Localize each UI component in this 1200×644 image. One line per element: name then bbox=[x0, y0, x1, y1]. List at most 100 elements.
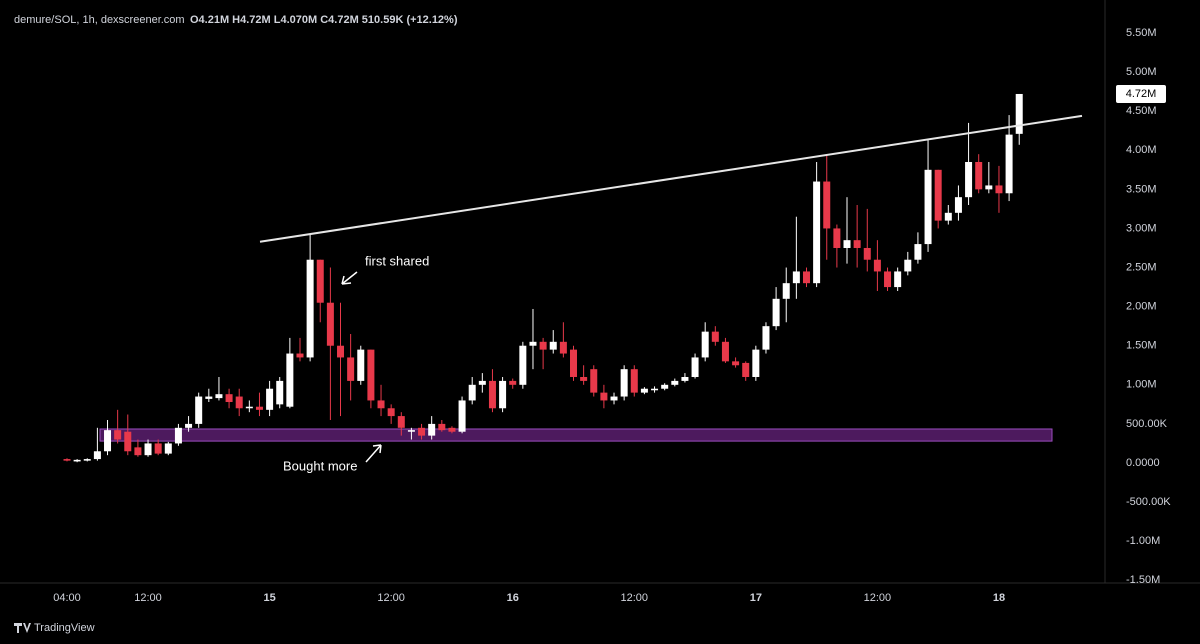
candle-body bbox=[63, 459, 71, 461]
candle-body bbox=[671, 380, 679, 385]
x-tick-label: 18 bbox=[993, 592, 1005, 604]
candle-body bbox=[904, 259, 912, 272]
x-tick-label: 15 bbox=[263, 592, 275, 604]
candle-body bbox=[570, 349, 577, 377]
candle-body bbox=[326, 302, 334, 346]
candle-body bbox=[620, 369, 628, 397]
candle-body bbox=[235, 396, 243, 409]
candle-body bbox=[478, 380, 486, 385]
candle-body bbox=[559, 341, 567, 354]
candle-body bbox=[144, 443, 152, 456]
candle-body bbox=[600, 392, 608, 401]
candle-body bbox=[418, 427, 426, 436]
candle-body bbox=[245, 406, 253, 409]
candle-body bbox=[1015, 93, 1023, 134]
candle-body bbox=[813, 181, 821, 284]
x-tick-label: 12:00 bbox=[621, 592, 649, 604]
x-tick-label: 16 bbox=[507, 592, 519, 604]
support-zone bbox=[99, 428, 1053, 442]
candle-body bbox=[104, 430, 112, 452]
candle-body bbox=[590, 369, 598, 393]
candle-body bbox=[114, 430, 122, 440]
candle-body bbox=[347, 357, 355, 381]
candle-body bbox=[630, 369, 638, 393]
candle-body bbox=[1005, 134, 1013, 194]
brand: TradingView bbox=[34, 622, 95, 634]
ohlc-header: O4.21M H4.72M L4.070M C4.72M 510.59K (+1… bbox=[190, 14, 458, 26]
candle-body bbox=[134, 447, 142, 456]
candle-body bbox=[721, 341, 729, 362]
candle-body bbox=[154, 443, 162, 454]
candle-body bbox=[93, 451, 101, 460]
candle-body bbox=[185, 423, 193, 428]
price-tag: 4.72M bbox=[1126, 88, 1157, 100]
candle-body bbox=[701, 331, 709, 358]
y-tick-label: 4.00M bbox=[1126, 144, 1157, 156]
candle-body bbox=[691, 357, 699, 377]
candle-body bbox=[610, 396, 618, 401]
y-tick-label: 2.00M bbox=[1126, 301, 1157, 313]
x-tick-label: 12:00 bbox=[134, 592, 162, 604]
candle-body bbox=[286, 353, 294, 407]
annotation-arrow bbox=[365, 444, 382, 463]
x-tick-label: 17 bbox=[750, 592, 762, 604]
y-tick-label: 3.00M bbox=[1126, 222, 1157, 234]
candle-body bbox=[549, 341, 557, 350]
trendline bbox=[259, 114, 1083, 243]
candle-body bbox=[894, 271, 902, 288]
candle-body bbox=[853, 240, 861, 248]
candle-body bbox=[732, 361, 740, 366]
y-tick-label: -1.50M bbox=[1126, 574, 1160, 586]
candle-body bbox=[711, 331, 719, 342]
candle-body bbox=[458, 400, 466, 432]
x-tick-label: 04:00 bbox=[53, 592, 81, 604]
annotation: first shared bbox=[365, 253, 429, 268]
y-tick-label: 2.50M bbox=[1126, 261, 1157, 273]
candle-body bbox=[428, 423, 436, 436]
candle-body bbox=[651, 388, 659, 391]
annotation-arrow bbox=[341, 271, 358, 285]
candle-body bbox=[215, 394, 223, 399]
candle-body bbox=[83, 459, 91, 461]
candle-body bbox=[164, 443, 172, 454]
y-tick-label: 3.50M bbox=[1126, 183, 1157, 195]
candle-body bbox=[681, 376, 689, 381]
candle-body bbox=[73, 459, 81, 462]
candle-body bbox=[792, 271, 800, 284]
candle-body bbox=[661, 384, 669, 389]
candle-body bbox=[316, 259, 324, 303]
candle-body bbox=[782, 283, 790, 299]
candle-body bbox=[742, 362, 750, 377]
candle-body bbox=[205, 396, 213, 399]
y-tick-label: 4.50M bbox=[1126, 105, 1157, 117]
candle-body bbox=[306, 259, 314, 358]
y-tick-label: -1.00M bbox=[1126, 535, 1160, 547]
annotation: Bought more bbox=[283, 458, 357, 473]
candle-body bbox=[377, 400, 385, 409]
candle-body bbox=[529, 341, 537, 346]
candle-body bbox=[195, 396, 203, 424]
candle-body bbox=[438, 423, 446, 431]
candle-body bbox=[124, 431, 132, 452]
candle-body bbox=[225, 394, 233, 403]
price-tag-box bbox=[1116, 84, 1166, 103]
candle-body bbox=[843, 240, 851, 248]
candle-body bbox=[397, 416, 405, 428]
candle-body bbox=[367, 349, 375, 401]
candle-body bbox=[934, 169, 942, 221]
candle-body bbox=[499, 380, 507, 409]
candle-body bbox=[944, 212, 952, 221]
candle-body bbox=[387, 408, 395, 417]
candle-body bbox=[873, 259, 881, 272]
candle-body bbox=[539, 341, 547, 350]
candle-body bbox=[884, 271, 892, 288]
y-tick-label: 5.50M bbox=[1126, 27, 1157, 39]
candle-body bbox=[914, 244, 922, 260]
y-tick-label: 1.50M bbox=[1126, 340, 1157, 352]
candle-body bbox=[519, 345, 527, 385]
candle-body bbox=[863, 247, 871, 260]
candle-body bbox=[174, 427, 182, 444]
candle-body bbox=[468, 384, 476, 401]
